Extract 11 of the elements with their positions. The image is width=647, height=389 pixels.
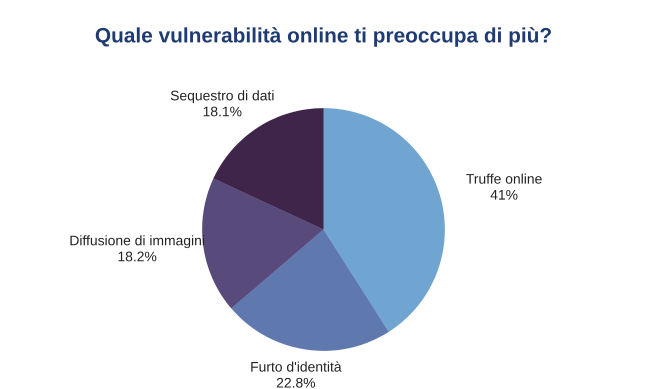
pie-slice (324, 108, 445, 332)
data-label: 22.8% (276, 378, 316, 388)
data-label: 18.2% (118, 252, 156, 262)
slice-label: Furto d'identità (251, 361, 342, 372)
data-label: 41% (490, 190, 518, 200)
data-label: 18.1% (204, 106, 242, 116)
pie-slice (202, 178, 324, 308)
slice-label: Sequestro di dati (170, 90, 274, 104)
slice-label: Truffe online (466, 174, 542, 184)
pie-slice (231, 230, 389, 351)
chart-title: Quale vulnerabilità online ti preoccupa di più? (96, 27, 551, 47)
